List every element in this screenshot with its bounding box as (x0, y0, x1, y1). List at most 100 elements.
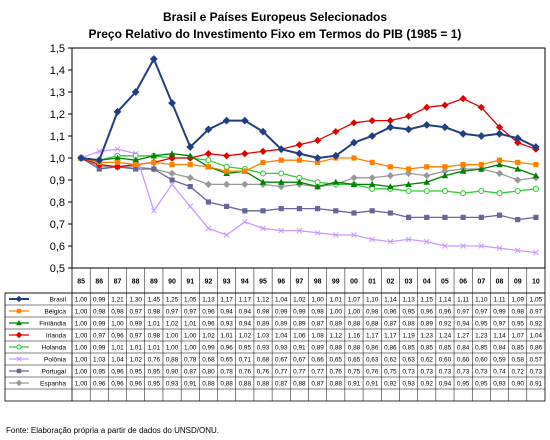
legend-label: Finlândia (39, 321, 66, 328)
data-point (515, 159, 521, 165)
data-label: 0,88 (202, 380, 215, 387)
data-point (260, 159, 266, 165)
data-label: 0,89 (311, 344, 324, 351)
data-label: 0,92 (421, 380, 434, 387)
data-label: 0,73 (439, 368, 452, 375)
data-point (478, 214, 484, 220)
data-point (295, 149, 304, 158)
data-label: 0,92 (439, 320, 452, 327)
data-label: 0,97 (457, 308, 470, 315)
data-label: 0,96 (202, 320, 215, 327)
data-label: 1,10 (475, 296, 488, 303)
series-line (80, 157, 536, 172)
data-label: 1,02 (166, 320, 179, 327)
data-point (533, 162, 539, 168)
data-point (15, 331, 23, 339)
data-label: 0,87 (384, 320, 397, 327)
data-point (423, 103, 431, 111)
x-tick-label: 91 (186, 279, 194, 286)
data-label: 0,60 (457, 356, 470, 363)
data-point (495, 169, 504, 177)
x-tick-label: 85 (77, 279, 85, 286)
data-point (442, 243, 448, 249)
data-label: 0,90 (511, 380, 524, 387)
data-label: 0,99 (93, 296, 106, 303)
data-label: 0,99 (129, 320, 142, 327)
data-label: 0,93 (402, 380, 415, 387)
data-point (387, 210, 393, 216)
data-label: 0,72 (511, 368, 524, 375)
data-point (204, 180, 213, 188)
y-tick-label: 1,0 (50, 153, 65, 165)
data-point (223, 163, 230, 170)
data-point (514, 165, 522, 172)
data-label: 1,04 (275, 332, 288, 339)
data-label: 0,76 (239, 368, 252, 375)
data-point (514, 187, 521, 195)
data-point (259, 170, 267, 177)
data-label: 0,98 (311, 308, 324, 315)
data-point (459, 167, 467, 174)
data-label: 0,94 (239, 320, 252, 327)
data-point-stroke (387, 238, 394, 245)
data-label: 0,78 (220, 368, 233, 375)
data-label: 1,02 (129, 356, 142, 363)
data-point (223, 232, 230, 238)
data-point (205, 225, 212, 232)
data-label: 0,94 (220, 308, 233, 315)
data-label: 1,17 (366, 332, 379, 339)
x-tick-label: 95 (259, 279, 267, 286)
data-point (114, 159, 121, 165)
data-label: 0,67 (275, 356, 288, 363)
data-label: 1,27 (457, 332, 470, 339)
data-point (496, 212, 503, 218)
data-point (442, 164, 448, 170)
series-line (80, 148, 536, 254)
data-label: 0,86 (366, 344, 379, 351)
data-label: 0,91 (366, 380, 379, 387)
data-point (404, 125, 413, 134)
data-label: 1,10 (366, 296, 379, 303)
data-label: 1,00 (311, 296, 324, 303)
data-label: 1,04 (275, 296, 288, 303)
data-point-stroke (478, 243, 485, 249)
data-point (296, 178, 303, 185)
y-tick-label: 1,1 (50, 131, 65, 143)
x-tick-label: 09 (514, 279, 522, 286)
x-tick-label: 97 (296, 279, 304, 286)
x-tick-label: 04 (423, 279, 431, 286)
x-tick-label: 07 (477, 279, 485, 286)
data-point (16, 320, 22, 326)
data-point-stroke (241, 218, 248, 225)
data-label: 0,97 (475, 308, 488, 315)
data-label: 0,88 (239, 380, 252, 387)
data-point (16, 308, 22, 314)
data-label: 0,65 (330, 356, 343, 363)
data-point (405, 166, 412, 172)
data-point (368, 174, 376, 182)
data-label: 0,85 (402, 344, 415, 351)
data-label: 0,93 (257, 344, 270, 351)
data-point (313, 136, 322, 144)
data-point (242, 208, 248, 214)
data-label: 0,94 (439, 380, 452, 387)
data-point (150, 152, 158, 159)
data-label: 0,62 (384, 356, 397, 363)
data-label: 1,15 (421, 296, 434, 303)
data-point (259, 127, 267, 136)
data-point (169, 181, 175, 188)
data-point (368, 181, 376, 187)
data-point (422, 121, 431, 129)
data-label: 0,96 (439, 308, 452, 315)
data-point (423, 187, 430, 195)
data-point (513, 134, 522, 143)
data-point (514, 247, 521, 254)
data-point (113, 107, 122, 116)
data-label: 1,23 (421, 332, 434, 339)
data-point (186, 143, 195, 151)
data-point (314, 206, 321, 212)
data-point (16, 368, 22, 374)
data-label: 1,00 (184, 344, 197, 351)
data-point (260, 208, 266, 214)
data-point (169, 162, 175, 168)
